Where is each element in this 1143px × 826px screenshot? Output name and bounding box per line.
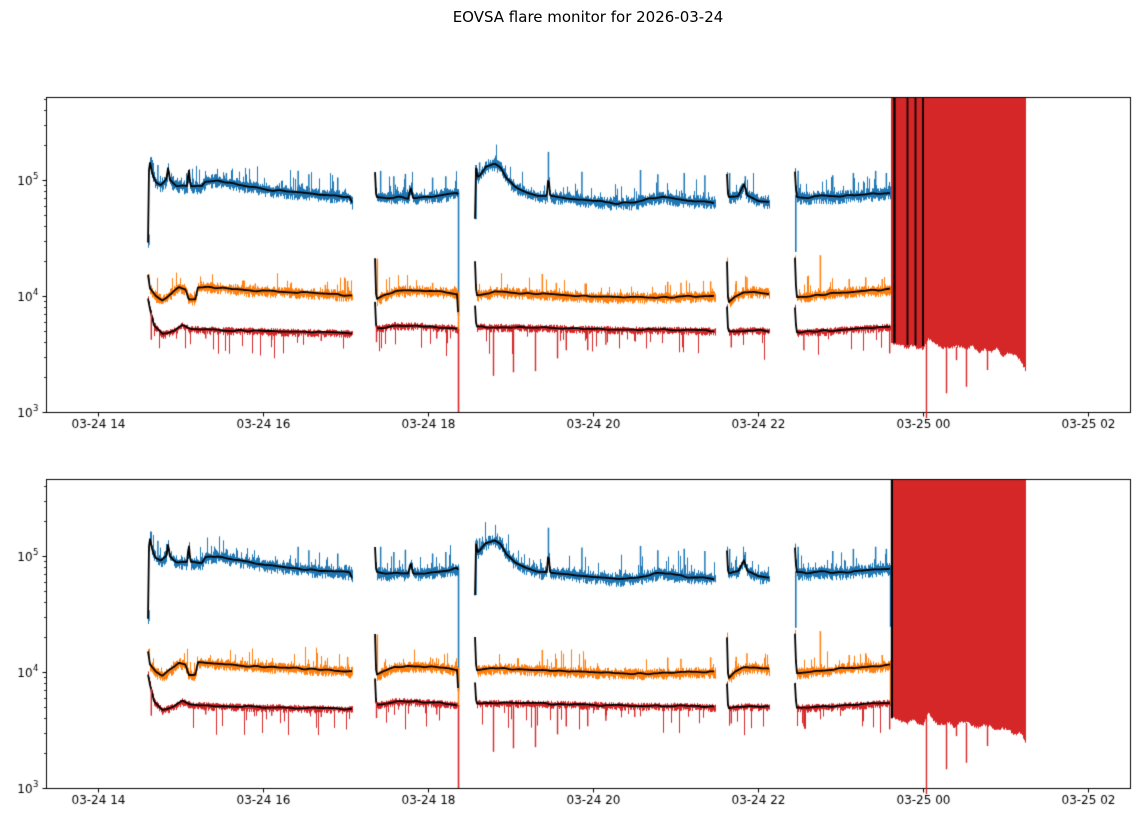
- flare-monitor-chart: [0, 0, 1143, 826]
- figure: { "chart_data": { "type": "line", "title…: [0, 0, 1143, 826]
